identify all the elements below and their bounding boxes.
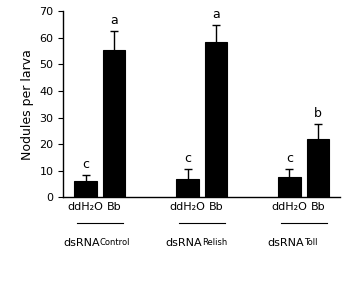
Text: Toll: Toll [304,238,317,247]
Text: dsRNA: dsRNA [63,238,100,248]
Text: dsRNA: dsRNA [267,238,304,248]
Bar [278,177,301,197]
Bar [205,42,227,197]
Text: c: c [82,158,89,171]
Bar [103,50,125,197]
Text: Control: Control [100,238,130,247]
Bar [176,179,199,197]
Y-axis label: Nodules per larva: Nodules per larva [21,49,34,160]
Text: a: a [110,14,118,27]
Text: c: c [184,153,191,166]
Bar [74,181,97,197]
Text: Relish: Relish [202,238,227,247]
Text: b: b [314,107,322,120]
Text: a: a [212,8,220,21]
Text: dsRNA: dsRNA [165,238,202,248]
Bar [307,139,329,197]
Text: c: c [286,153,293,166]
